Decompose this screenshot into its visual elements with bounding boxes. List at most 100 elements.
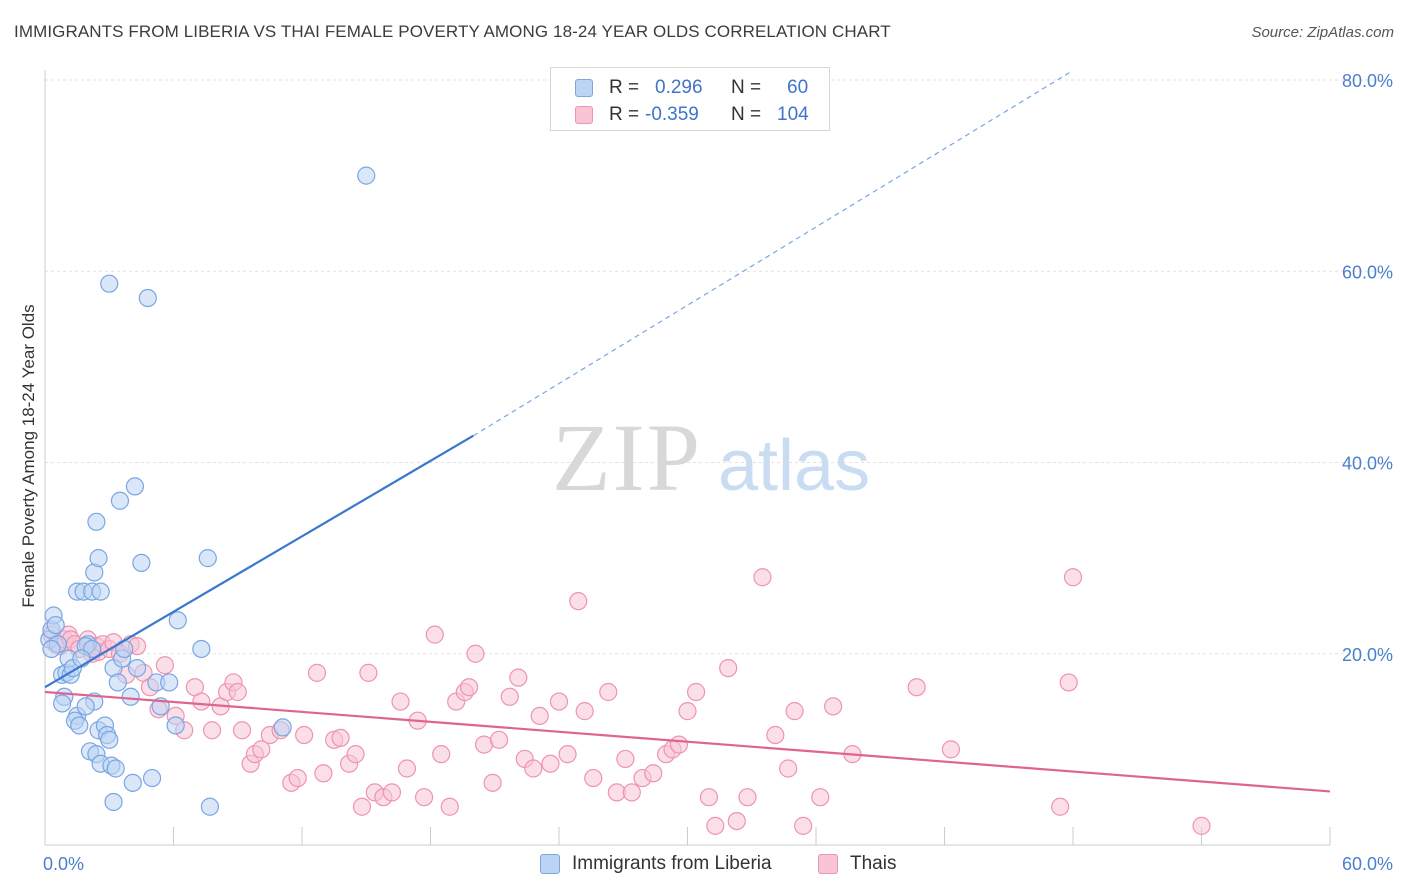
thais-point bbox=[599, 682, 618, 702]
thais-point bbox=[359, 663, 378, 682]
liberia-point bbox=[108, 673, 127, 692]
thais-point bbox=[1051, 797, 1070, 816]
thais-point bbox=[785, 702, 804, 721]
thais-point bbox=[228, 682, 247, 702]
series-name-thais: Thais bbox=[850, 853, 897, 874]
thais-point bbox=[719, 658, 738, 678]
thais-point bbox=[766, 725, 785, 745]
series-legend: Immigrants from Liberia Thais bbox=[0, 850, 1406, 880]
y-tick-label: 80.0% bbox=[1342, 71, 1393, 91]
liberia-point bbox=[100, 274, 119, 293]
liberia-point bbox=[142, 768, 162, 788]
liberia-point bbox=[273, 718, 292, 737]
thais-point bbox=[331, 728, 350, 748]
thais-point bbox=[558, 745, 577, 764]
liberia-point bbox=[125, 477, 145, 496]
thais-point bbox=[706, 816, 725, 835]
legend-r-label: R = bbox=[609, 104, 640, 125]
thais-point bbox=[155, 656, 175, 675]
legend-n-value: 104 bbox=[777, 104, 809, 125]
legend-n-label: N = bbox=[731, 77, 762, 98]
thais-point bbox=[483, 773, 502, 792]
thais-point bbox=[307, 663, 327, 682]
thais-point bbox=[1063, 568, 1083, 587]
chart-source: Source: ZipAtlas.com bbox=[1251, 24, 1394, 41]
thais-point bbox=[569, 592, 588, 611]
liberia-point bbox=[46, 615, 65, 635]
thais-point bbox=[382, 783, 402, 802]
correlation-legend: R = 0.296 N = 60 R = -0.359 N = 104 bbox=[550, 67, 830, 131]
liberia-point bbox=[100, 730, 119, 749]
thais-point bbox=[738, 788, 757, 807]
thais-trend-line bbox=[44, 690, 1331, 793]
thais-point bbox=[907, 678, 926, 697]
liberia-point bbox=[160, 673, 179, 692]
thais-point bbox=[252, 740, 271, 759]
thais-point bbox=[644, 764, 663, 783]
legend-r-value: -0.359 bbox=[645, 104, 699, 125]
liberia-point bbox=[138, 288, 157, 308]
liberia-point bbox=[127, 658, 147, 678]
thais-point bbox=[753, 568, 772, 587]
thais-point bbox=[397, 759, 417, 778]
liberia-point bbox=[53, 694, 72, 713]
liberia-point bbox=[123, 773, 142, 792]
thais-point bbox=[794, 816, 813, 835]
thais-point bbox=[509, 668, 528, 687]
gridlines bbox=[45, 79, 1393, 655]
liberia-point bbox=[166, 716, 185, 735]
thais-point bbox=[414, 788, 434, 807]
thais-point bbox=[686, 682, 706, 702]
liberia-point bbox=[198, 549, 217, 568]
thais-point bbox=[314, 764, 333, 783]
thais-point bbox=[202, 721, 222, 740]
liberia-point bbox=[89, 549, 108, 568]
thais-point bbox=[616, 749, 635, 769]
liberia-point bbox=[87, 512, 106, 531]
watermark-atlas: atlas bbox=[718, 426, 870, 506]
thais-point bbox=[524, 759, 543, 778]
thais-point bbox=[391, 692, 410, 711]
thais-point bbox=[1192, 816, 1211, 835]
thais-point bbox=[699, 788, 719, 807]
thais-point bbox=[459, 678, 479, 697]
thais-point bbox=[466, 644, 485, 663]
trend-lines bbox=[44, 69, 1331, 793]
thais-point bbox=[541, 754, 560, 773]
thais-point bbox=[779, 759, 798, 778]
y-tick-label: 40.0% bbox=[1342, 454, 1393, 474]
thais-point bbox=[622, 783, 641, 802]
thais-point bbox=[1059, 673, 1078, 692]
liberia-trend-extension bbox=[473, 69, 1074, 437]
thais-point bbox=[727, 811, 746, 831]
y-tick-label: 60.0% bbox=[1342, 262, 1393, 282]
liberia-point bbox=[121, 687, 140, 706]
thais-point bbox=[288, 768, 307, 788]
thais-point bbox=[425, 625, 444, 644]
thais-point bbox=[440, 797, 459, 816]
series-name-liberia: Immigrants from Liberia bbox=[572, 853, 772, 874]
liberia-point bbox=[110, 491, 130, 510]
thais-point bbox=[346, 745, 365, 764]
watermark-zip: ZIP bbox=[552, 404, 702, 511]
liberia-point bbox=[106, 759, 125, 778]
series-swatch-liberia bbox=[540, 854, 560, 874]
thais-point bbox=[941, 740, 961, 759]
legend-n-label: N = bbox=[731, 104, 762, 125]
liberia-point bbox=[42, 639, 61, 659]
liberia-point bbox=[76, 697, 95, 716]
thais-point bbox=[824, 697, 843, 716]
liberia-point bbox=[72, 649, 91, 668]
legend-n-value: 60 bbox=[787, 77, 809, 98]
tick-labels: 20.0% 40.0% 60.0% 80.0% 0.0% 60.0% bbox=[43, 71, 1393, 874]
x-tick-label: 0.0% bbox=[43, 854, 84, 874]
thais-point bbox=[232, 721, 252, 740]
thais-point bbox=[192, 692, 211, 711]
thais-point bbox=[530, 706, 549, 726]
liberia-point bbox=[357, 166, 376, 185]
series-swatch-thais bbox=[818, 854, 838, 874]
legend-swatch-liberia bbox=[575, 79, 593, 97]
thais-point bbox=[575, 702, 594, 721]
thais-point bbox=[669, 735, 689, 754]
